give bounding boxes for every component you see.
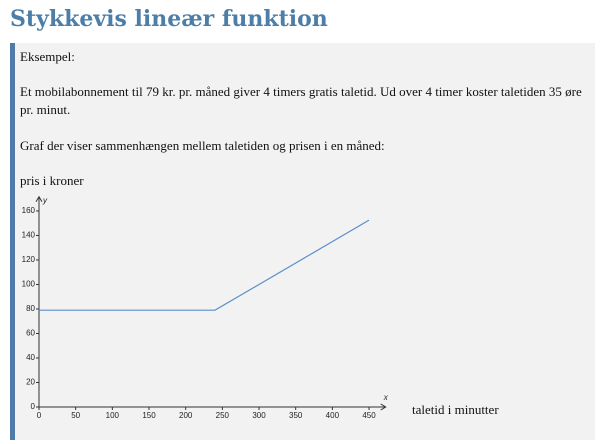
example-box [10, 43, 595, 440]
x-tick-label: 150 [142, 411, 156, 420]
x-tick-label: 400 [326, 411, 340, 420]
x-tick-label: 300 [252, 411, 266, 420]
example-label: Eksempel: [20, 49, 75, 64]
y-arrow [35, 195, 43, 202]
x-tick-label: 450 [362, 411, 376, 420]
price-line [39, 219, 370, 311]
y-tick-label: 100 [22, 280, 36, 289]
x-arrow [380, 403, 387, 411]
chart: x y 0 20 40 60 80 100 120 140 160 0 50 100 150 200 250 30… [22, 195, 389, 420]
y-tick-label: 60 [26, 329, 35, 338]
graph-caption: Graf der viser sammenhængen mellem talet… [20, 138, 385, 153]
y-axis-letter: y [42, 196, 48, 205]
x-tick-label: 50 [71, 411, 80, 420]
x-tick-label: 0 [37, 411, 42, 420]
example-text: Et mobilabonnement til 79 kr. pr. måned … [20, 84, 582, 117]
x-tick-label: 200 [179, 411, 193, 420]
x-axis-letter: x [383, 393, 389, 402]
y-tick-label: 140 [22, 231, 36, 240]
y-tick-label: 20 [26, 378, 35, 387]
y-tick-label: 160 [22, 206, 36, 215]
x-tick-label: 250 [216, 411, 230, 420]
page-title: Stykkevis lineær funktion [10, 6, 328, 32]
x-axis-label: taletid i minutter [412, 402, 499, 417]
y-tick-label: 80 [26, 304, 35, 313]
y-tick-label: 40 [26, 353, 35, 362]
y-axis-label: pris i kroner [20, 173, 84, 188]
y-tick-label: 120 [22, 255, 36, 264]
y-tick-label: 0 [31, 402, 36, 411]
x-tick-label: 350 [289, 411, 303, 420]
x-tick-label: 100 [106, 411, 120, 420]
